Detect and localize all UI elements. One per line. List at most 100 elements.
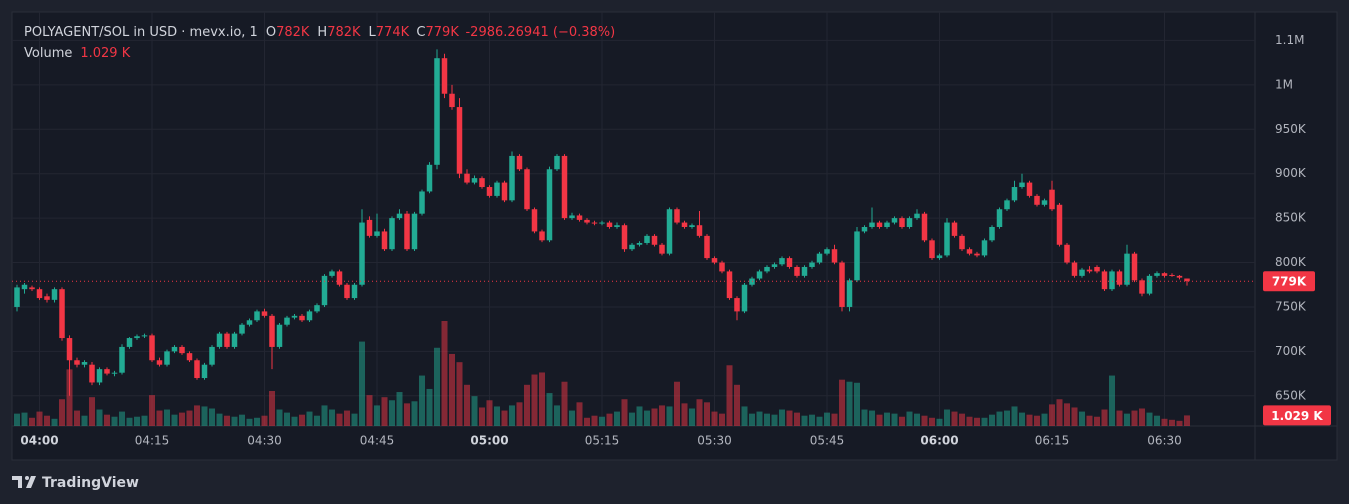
volume-bar [771,414,778,426]
candle-body [996,209,1003,227]
volume-bar [951,411,958,426]
grid [12,12,1255,426]
volume-bar [164,409,170,426]
candle-body [696,225,703,236]
x-tick-label: 04:00 [20,434,58,448]
candle-body [524,169,530,210]
volume-bar [974,417,980,426]
volume-bar [591,415,598,426]
volume-bar [1019,412,1025,426]
candle-body [411,213,418,250]
candle-body [261,311,268,316]
logo: TradingView [12,475,139,491]
volume-bar [231,416,238,426]
candle-body [141,335,148,337]
candle-body [756,271,763,279]
candle-body [291,315,298,318]
candle-body [936,255,943,259]
candle-body [1026,182,1033,196]
volume-bar [674,381,680,426]
volume-bar [929,417,935,426]
volume-bar [1116,410,1123,426]
volume-bar [621,399,628,426]
volume-bar [74,410,80,426]
volume-bar [201,406,208,426]
candle-body [846,280,853,307]
volume-bar [329,409,335,426]
volume-bar [411,401,418,426]
candle-body [1184,278,1190,282]
volume-bar [734,384,740,426]
candle-body [741,284,748,312]
candle-body [906,218,913,227]
candle-body [216,333,223,347]
volume-bar [179,412,185,426]
volume-bar [1011,406,1018,426]
volume-bar [1026,414,1033,426]
candle-body [816,253,823,263]
candle-body [1176,275,1183,278]
volume-bar [441,321,448,426]
volume-bar [59,399,65,426]
volume-bar [936,418,943,426]
volume-title: Volume [24,46,72,61]
ohlc-value: 779K [426,25,460,40]
candle-body [839,262,845,307]
candle-body [1064,244,1070,263]
candle-body [1146,275,1153,294]
candle-body [561,155,568,219]
candle-body [944,222,950,256]
volume-bar [1124,413,1130,426]
candle-body [276,324,283,347]
x-tick-label: 05:00 [470,434,508,448]
candle-body [914,213,920,219]
candle-body [861,226,868,232]
candle-body [389,218,395,250]
volume-bar [141,415,148,426]
volume-bar [989,414,995,426]
candle-body [809,262,815,267]
candle-body [351,284,358,299]
candle-body [801,266,808,276]
volume-bar [1131,410,1138,426]
volume-bar [876,414,883,426]
candle-body [74,360,80,365]
candle-body [194,360,200,379]
candle-body [1049,189,1055,210]
volume-bar [899,416,905,426]
volume-bar [696,399,703,426]
candle-body [929,240,935,259]
volume-bar [1041,413,1048,426]
volume-bar [981,417,988,426]
volume-bar [96,409,103,426]
volume-bar [959,413,965,426]
candle-body [164,351,170,365]
candle-body [599,222,605,224]
candle-body [614,225,620,227]
volume-bar [1169,419,1175,426]
volume-bar [824,412,830,426]
volume-bar [479,407,485,426]
volume-bar [1176,420,1183,426]
candle-body [584,219,590,223]
candle-body [186,353,193,361]
x-tick-label: 05:15 [585,434,620,448]
volume-bar [111,416,118,426]
candle-body [629,244,635,250]
candle-body [1161,273,1168,276]
volume-bar [689,408,695,426]
candle-body [1079,269,1085,276]
candle-body [479,178,485,188]
candle-body [554,155,560,170]
volume-bar [246,418,253,426]
candle-body [29,287,35,290]
y-tick-label: 700K [1275,344,1307,358]
candle-body [329,271,335,276]
x-tick-label: 04:30 [247,434,282,448]
volume-bar [816,416,823,426]
volume-bar [126,417,133,426]
volume-bar [194,405,200,426]
candle-body [794,266,800,276]
candle-body [921,213,928,241]
ohlc-value: 782K [327,25,361,40]
